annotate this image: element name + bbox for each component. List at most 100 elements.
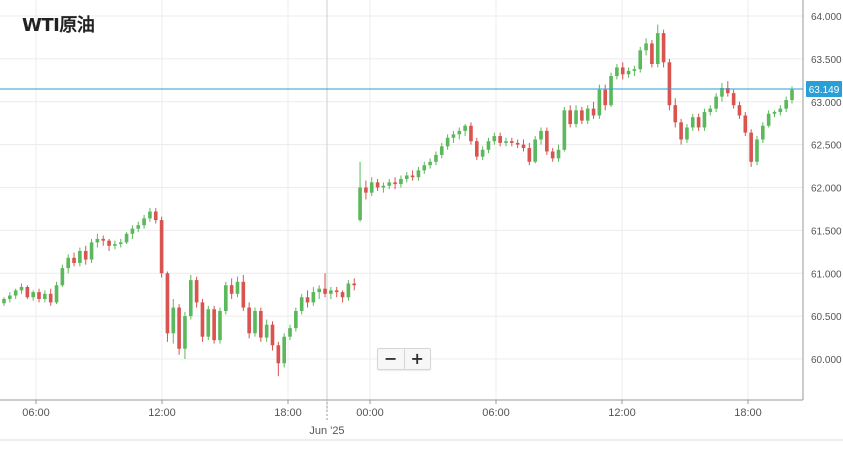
candle xyxy=(410,170,415,181)
candle-body xyxy=(772,112,777,114)
candle xyxy=(422,161,427,174)
candle-body xyxy=(743,115,748,133)
candle xyxy=(655,24,660,68)
candle-body xyxy=(673,105,678,123)
candle-body xyxy=(737,105,742,116)
candle-body xyxy=(317,288,322,293)
candle xyxy=(153,208,158,224)
candle xyxy=(329,286,333,299)
candle-body xyxy=(399,178,403,185)
candle-body xyxy=(101,238,106,241)
candle-body xyxy=(626,70,631,75)
candle-body xyxy=(702,112,707,128)
candle-body xyxy=(130,228,135,234)
candle xyxy=(25,285,30,299)
candle xyxy=(299,293,304,315)
candle xyxy=(626,67,631,78)
candle xyxy=(731,89,736,109)
candle-body xyxy=(615,67,619,77)
candle xyxy=(527,142,532,166)
candle xyxy=(486,137,491,154)
candle xyxy=(369,177,374,197)
candle xyxy=(609,72,613,107)
candle xyxy=(247,302,251,339)
candle xyxy=(463,124,467,137)
candle-body xyxy=(364,187,368,193)
y-tick-label: 60.500 xyxy=(811,312,842,323)
candle-body xyxy=(410,175,415,178)
candle xyxy=(183,311,187,359)
candle-body xyxy=(294,310,298,329)
candle-body xyxy=(428,161,432,166)
candle xyxy=(358,161,362,222)
candle xyxy=(574,105,578,128)
candle xyxy=(259,307,263,342)
candle xyxy=(667,58,672,111)
candle-body xyxy=(118,242,123,245)
candle-body xyxy=(539,130,543,140)
zoom-out-button[interactable]: − xyxy=(384,349,398,368)
candle xyxy=(393,177,397,190)
candle-body xyxy=(235,281,240,294)
candle xyxy=(264,319,269,342)
candle xyxy=(404,172,409,183)
x-tick-label: 12:00 xyxy=(148,407,176,419)
candle xyxy=(784,96,788,113)
candle xyxy=(539,127,543,145)
candle-body xyxy=(650,43,654,65)
candle xyxy=(778,105,783,116)
candle-body xyxy=(107,240,111,246)
zoom-in-button[interactable]: + xyxy=(403,349,431,369)
y-tick-label: 61.000 xyxy=(811,269,842,280)
candle-body xyxy=(241,281,246,308)
candle-body xyxy=(568,110,573,125)
candle-body xyxy=(183,316,187,349)
candle-body xyxy=(188,280,193,317)
candle-body xyxy=(311,292,316,303)
y-tick-label: 61.500 xyxy=(811,226,842,237)
candle-body xyxy=(620,67,625,75)
candle xyxy=(48,288,53,306)
candle xyxy=(194,276,199,308)
candle-body xyxy=(685,127,689,140)
candle xyxy=(504,137,508,147)
candles xyxy=(2,24,794,377)
candle xyxy=(334,286,339,298)
x-tick-label: 00:00 xyxy=(356,407,384,419)
candle xyxy=(761,122,765,143)
candle-body xyxy=(591,108,596,116)
candle xyxy=(690,113,695,131)
last-price-line: 63.149 xyxy=(0,80,842,97)
candle xyxy=(340,290,345,303)
candle xyxy=(148,208,152,222)
candle-body xyxy=(451,134,456,138)
candle xyxy=(118,238,123,248)
candle-body xyxy=(597,89,602,116)
y-tick-label: 62.000 xyxy=(811,184,842,195)
candle-body xyxy=(95,238,100,243)
candle xyxy=(177,304,181,355)
candle-body xyxy=(422,165,427,171)
y-tick-label: 60.000 xyxy=(811,355,842,366)
candle-body xyxy=(113,244,117,246)
candle xyxy=(603,84,608,111)
candle-body xyxy=(37,292,41,299)
candle-body xyxy=(346,283,351,298)
y-tick-label: 64.000 xyxy=(811,12,842,23)
candle-body xyxy=(550,151,555,159)
candle xyxy=(282,333,286,368)
candle-body xyxy=(690,117,695,128)
candle xyxy=(661,29,666,68)
candle-body xyxy=(276,345,281,364)
candle xyxy=(620,62,625,80)
candle-body xyxy=(369,182,374,193)
candle xyxy=(294,307,298,332)
candle xyxy=(89,238,94,263)
candle-body xyxy=(177,307,181,349)
candle-body xyxy=(282,336,286,364)
candle-body xyxy=(404,175,409,179)
candle-body xyxy=(445,137,450,147)
candle xyxy=(650,40,654,68)
candle-body xyxy=(714,96,718,109)
